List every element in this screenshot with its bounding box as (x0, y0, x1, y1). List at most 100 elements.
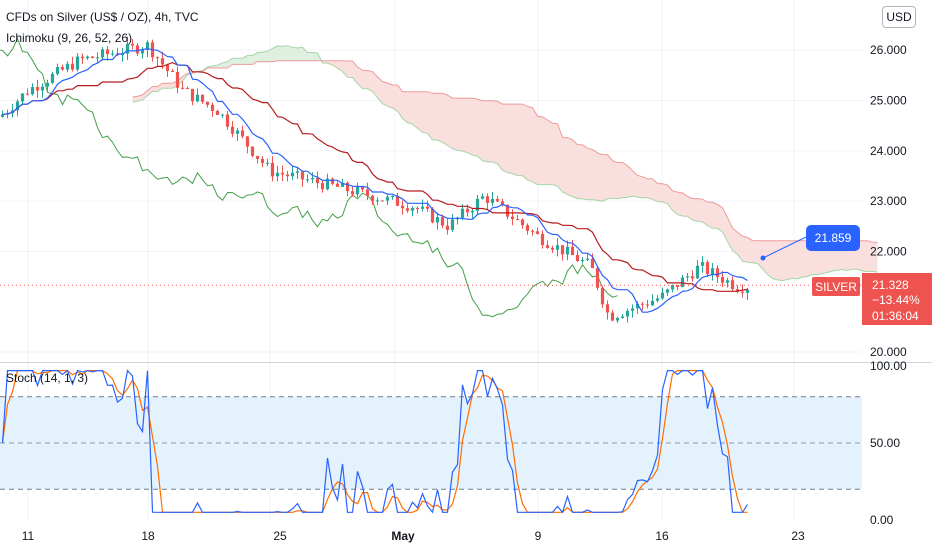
stoch-axis-tick: 0.00 (870, 513, 894, 527)
candle (165, 63, 170, 77)
ichimoku-lagging-span (0, 37, 618, 318)
candle (690, 270, 695, 282)
candle (245, 135, 250, 154)
candle (150, 39, 155, 62)
candle (650, 294, 655, 307)
candlestick-series (0, 36, 750, 324)
candle (420, 199, 425, 212)
candle (405, 204, 410, 213)
candle (365, 182, 370, 201)
candle (240, 125, 245, 139)
candle (730, 276, 735, 292)
candle (480, 193, 485, 200)
candle (20, 93, 25, 106)
stoch-legend[interactable]: Stoch (14, 1, 3) (6, 371, 89, 385)
price-label-countdown: 01:36:04 (872, 309, 919, 323)
candle (410, 206, 415, 217)
candle (265, 158, 270, 167)
candle (355, 182, 360, 198)
candle (40, 83, 45, 98)
candle (540, 230, 545, 249)
candle (375, 197, 380, 206)
candle (370, 194, 375, 205)
candle (685, 272, 690, 282)
stoch-k-line (1, 369, 749, 514)
candle (135, 43, 140, 57)
candle (495, 195, 500, 202)
candle (30, 83, 35, 96)
candle (660, 287, 665, 300)
candle (10, 103, 15, 118)
candle (45, 79, 50, 91)
candle (620, 314, 625, 319)
candle (485, 193, 490, 210)
price-axis[interactable]: 26.000 25.000 24.000 23.000 22.000 20.000 (870, 43, 907, 359)
candle (490, 191, 495, 207)
candle (225, 110, 230, 130)
candle (195, 88, 200, 103)
candle (175, 66, 180, 94)
candle (25, 88, 30, 96)
stoch-axis[interactable]: 100.00 50.00 0.00 (870, 359, 907, 527)
ichimoku-legend[interactable]: Ichimoku (9, 26, 52, 26) (6, 31, 133, 45)
time-axis-tick: 11 (22, 529, 35, 543)
candle (205, 101, 210, 108)
candle (740, 284, 745, 298)
ichimoku-cloud-bullish (192, 45, 323, 74)
candle (385, 193, 390, 205)
candle (320, 180, 325, 193)
candle (525, 223, 530, 235)
price-axis-tick: 24.000 (870, 144, 907, 158)
callout-price-label[interactable] (806, 225, 860, 251)
candle (440, 214, 445, 229)
price-axis-tick: 23.000 (870, 194, 907, 208)
candle (155, 56, 160, 66)
candle (110, 50, 115, 57)
candle (65, 61, 70, 73)
candle (70, 56, 75, 72)
candle (705, 259, 710, 277)
ichimoku-cloud-bearish (132, 60, 878, 281)
candle (725, 277, 730, 288)
candle (270, 156, 275, 182)
candle (520, 218, 525, 229)
candle (450, 213, 455, 232)
candle (325, 173, 330, 191)
candle (435, 212, 440, 230)
candle (630, 304, 635, 318)
candle (700, 256, 705, 273)
candle (580, 257, 585, 264)
candle (585, 254, 590, 262)
candle (295, 166, 300, 179)
candle (560, 245, 565, 261)
candle (545, 240, 550, 249)
candle (390, 195, 395, 200)
candle (735, 285, 740, 294)
candle (180, 81, 185, 90)
candle (90, 55, 95, 59)
stoch-axis-tick: 50.00 (870, 436, 900, 450)
chart-title: CFDs on Silver (US$ / OZ), 4h, TVC (6, 10, 199, 24)
candle (335, 181, 340, 188)
callout-price-text: 21.859 (815, 231, 852, 245)
candle (530, 229, 535, 236)
time-axis-tick: 18 (141, 529, 155, 543)
currency-button[interactable]: USD (882, 6, 916, 28)
callout-anchor-point[interactable] (760, 255, 766, 261)
price-label-value: 21.328 (872, 278, 909, 292)
candle (280, 165, 285, 182)
time-axis[interactable]: 11 18 25 May 9 16 23 (22, 529, 805, 543)
candle (670, 284, 675, 293)
candle (425, 200, 430, 212)
candle (315, 171, 320, 189)
candle (105, 46, 110, 61)
candle (380, 200, 385, 202)
candle (60, 64, 65, 71)
candle (655, 295, 660, 303)
candle (80, 53, 85, 64)
candle (400, 200, 405, 215)
ichimoku-base-line (2, 61, 748, 292)
candle (125, 36, 130, 61)
candle (675, 285, 680, 291)
